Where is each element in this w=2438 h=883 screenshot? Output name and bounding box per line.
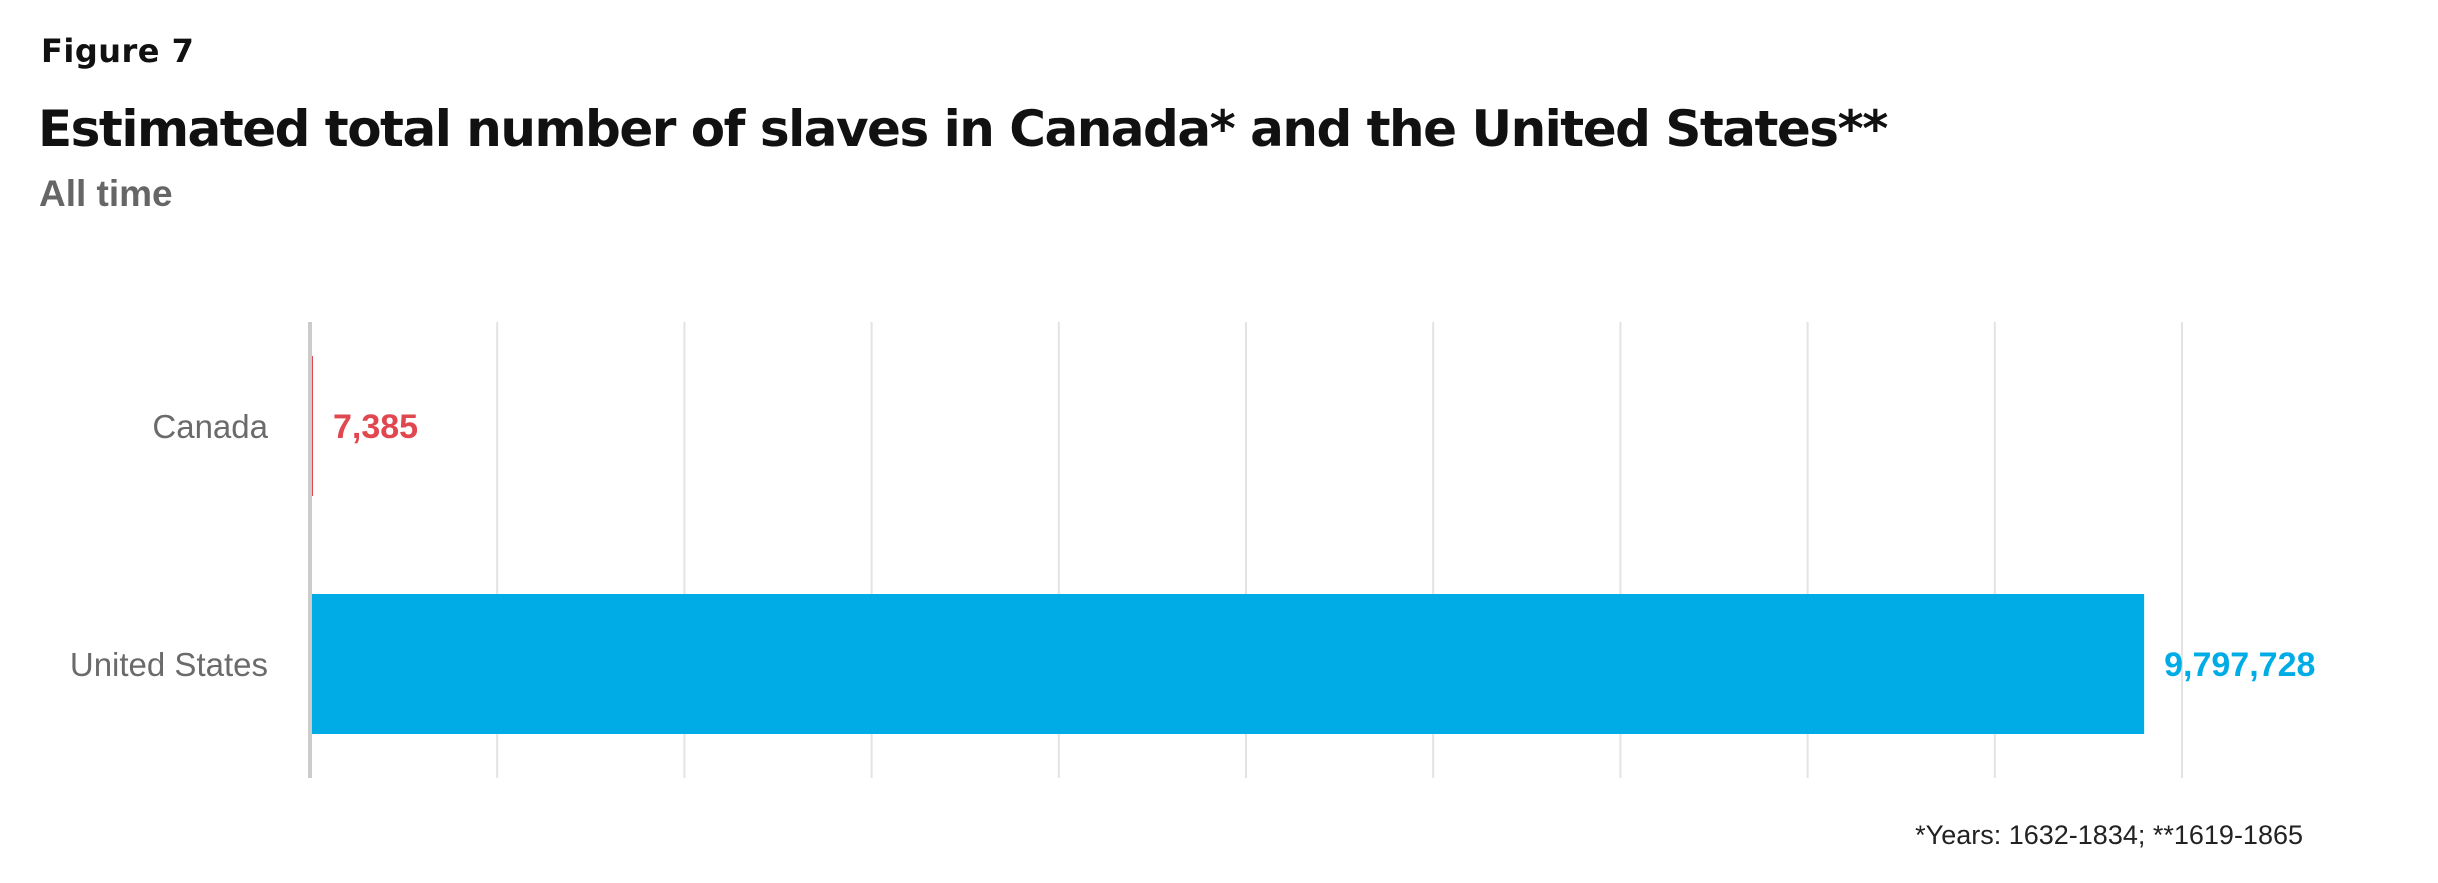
chart-title: Estimated total number of slaves in Cana… [38,100,1888,158]
bars [310,356,2145,734]
footnote: *Years: 1632-1834; **1619-1865 [1915,820,2303,850]
value-label: 7,385 [333,408,418,446]
category-label: United States [70,646,268,683]
labels: Canada 7,385 United States 9,797,728 [70,408,2316,684]
category-label: Canada [152,408,268,445]
chart-subtitle: All time [39,173,173,214]
figure-label: Figure 7 [41,32,195,70]
bar-united-states [310,594,2145,734]
value-label: 9,797,728 [2164,646,2315,684]
